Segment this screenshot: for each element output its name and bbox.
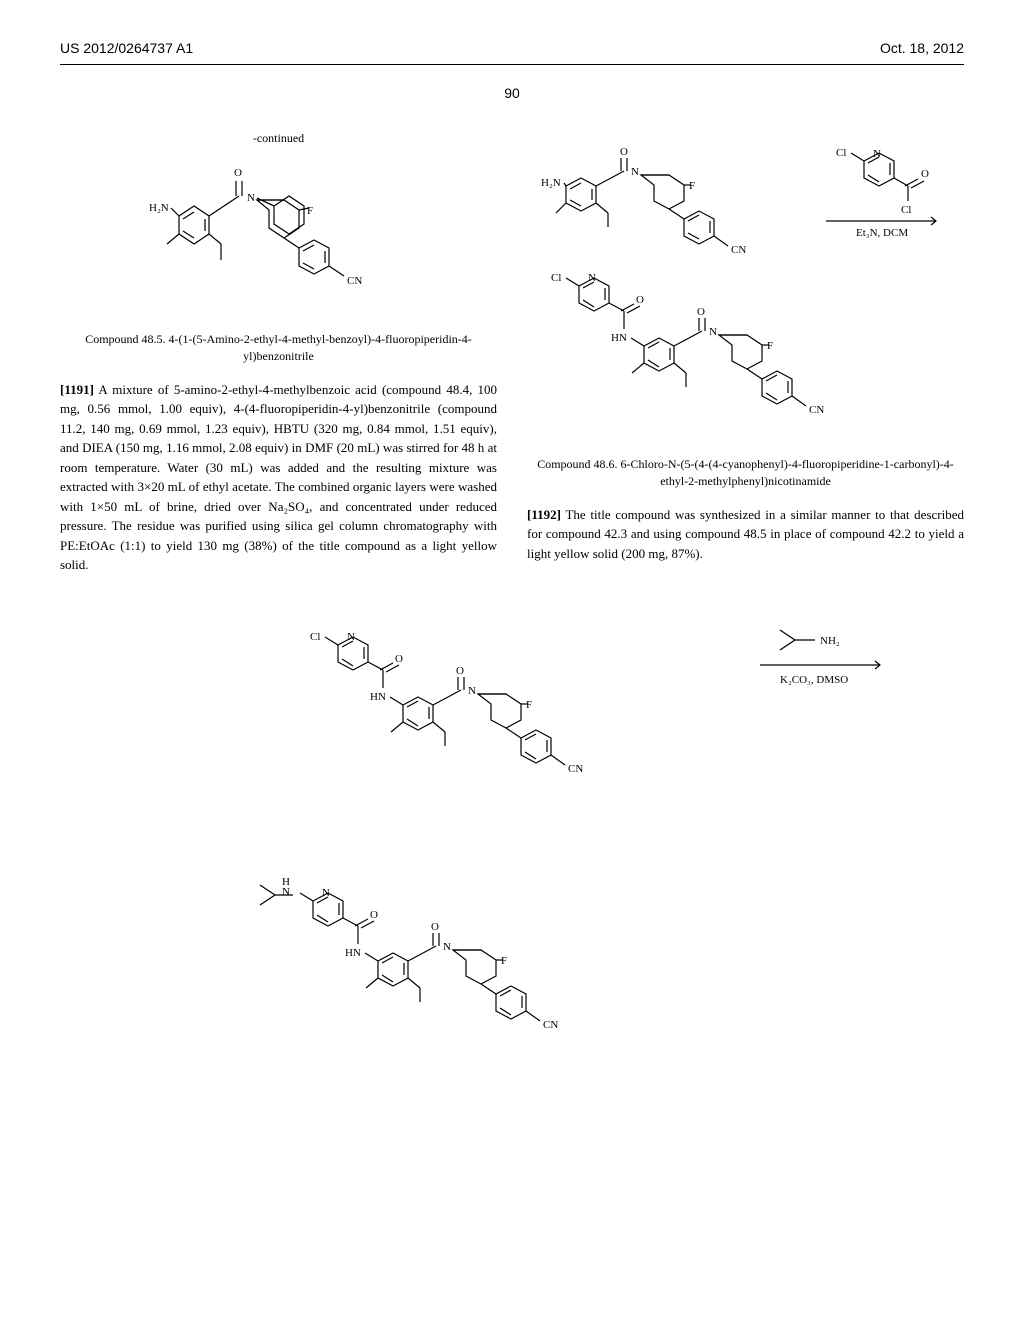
structure-48-6-scheme: H₂N O N F <box>527 141 964 441</box>
para-1192-num: [1192] <box>527 507 561 522</box>
publication-number: US 2012/0264737 A1 <box>60 40 193 56</box>
para-1191-text: A mixture of 5-amino-2-ethyl-4-methylben… <box>60 382 497 573</box>
svg-text:O: O <box>431 921 439 933</box>
svg-text:F: F <box>307 205 313 217</box>
page-number: 90 <box>60 85 964 101</box>
svg-text:N: N <box>588 272 596 284</box>
svg-text:HN: HN <box>345 947 361 959</box>
bottom-scheme: Cl N O HN O N F <box>60 615 964 1100</box>
svg-text:N: N <box>631 166 639 178</box>
svg-text:F: F <box>767 340 773 352</box>
svg-text:Cl: Cl <box>836 147 846 159</box>
svg-text:F: F <box>526 699 532 711</box>
svg-text:O: O <box>921 168 929 180</box>
svg-text:CN: CN <box>347 275 362 287</box>
svg-text:O: O <box>456 665 464 677</box>
svg-text:H₂N: H₂N <box>541 177 561 189</box>
left-column: -continued H₂N <box>60 131 497 585</box>
svg-text:CN: CN <box>809 404 824 416</box>
svg-text:Cl: Cl <box>901 204 911 216</box>
structure-48-5: H₂N O N <box>60 156 497 316</box>
header-divider <box>60 64 964 65</box>
svg-text:O: O <box>620 146 628 158</box>
svg-text:CN: CN <box>543 1019 558 1031</box>
svg-text:Cl: Cl <box>310 631 320 643</box>
svg-text:NH₂: NH₂ <box>820 635 840 647</box>
svg-text:HN: HN <box>370 691 386 703</box>
svg-text:Cl: Cl <box>551 272 561 284</box>
svg-text:N: N <box>347 631 355 643</box>
svg-text:N: N <box>282 886 290 898</box>
svg-text:CN: CN <box>568 763 583 775</box>
svg-text:Et₃N, DCM: Et₃N, DCM <box>856 227 908 239</box>
svg-text:O: O <box>370 909 378 921</box>
svg-text:O: O <box>636 294 644 306</box>
svg-text:CN: CN <box>731 244 746 256</box>
right-column: H₂N O N F <box>527 131 964 585</box>
main-content: -continued H₂N <box>60 131 964 585</box>
para-1192-text: The title compound was synthesized in a … <box>527 507 964 561</box>
svg-text:O: O <box>395 653 403 665</box>
svg-text:HN: HN <box>611 332 627 344</box>
svg-text:O: O <box>697 306 705 318</box>
compound-48-6-title: Compound 48.6. 6-Chloro-N-(5-(4-(4-cyano… <box>527 456 964 490</box>
paragraph-1192: [1192] The title compound was synthesize… <box>527 505 964 564</box>
svg-text:F: F <box>501 955 507 967</box>
para-1191-num: [1191] <box>60 382 94 397</box>
continued-label: -continued <box>60 131 497 146</box>
svg-text:K₂CO₃, DMSO: K₂CO₃, DMSO <box>780 674 848 686</box>
svg-text:H₂N: H₂N <box>149 202 169 214</box>
svg-text:O: O <box>234 167 242 179</box>
publication-date: Oct. 18, 2012 <box>880 40 964 56</box>
svg-text:N: N <box>443 941 451 953</box>
svg-text:N: N <box>709 326 717 338</box>
svg-text:N: N <box>247 192 255 204</box>
compound-48-5-title: Compound 48.5. 4-(1-(5-Amino-2-ethyl-4-m… <box>60 331 497 365</box>
svg-text:N: N <box>468 685 476 697</box>
svg-text:N: N <box>322 887 330 899</box>
paragraph-1191: [1191] A mixture of 5-amino-2-ethyl-4-me… <box>60 380 497 575</box>
svg-text:F: F <box>689 180 695 192</box>
